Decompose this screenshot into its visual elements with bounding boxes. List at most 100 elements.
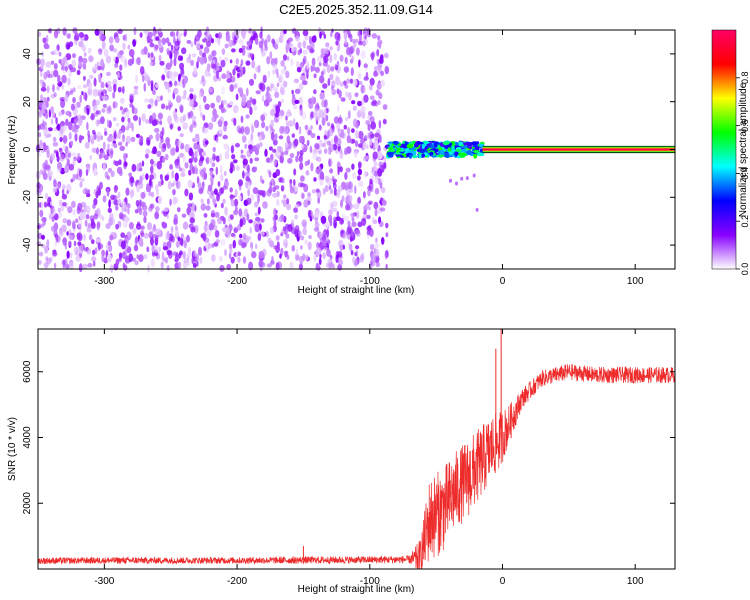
heatmap-cell — [421, 153, 426, 158]
heatmap-cell — [45, 61, 52, 68]
heatmap-cell — [179, 133, 184, 138]
heatmap-cell — [211, 254, 216, 262]
heatmap-cell — [68, 240, 72, 247]
heatmap-cell — [132, 115, 139, 121]
heatmap-cell — [381, 238, 385, 243]
heatmap-cell — [312, 152, 318, 160]
heatmap-cell — [343, 31, 348, 40]
heatmap-cell — [294, 214, 298, 220]
heatmap-cell — [223, 120, 228, 126]
heatmap-cell — [349, 33, 353, 43]
heatmap-cell — [189, 93, 194, 100]
heatmap-cell — [64, 94, 69, 103]
heatmap-cell — [190, 227, 196, 233]
heatmap-cell — [317, 55, 322, 64]
heatmap-cell — [374, 140, 379, 149]
heatmap-cell — [97, 243, 104, 250]
heatmap-cell — [93, 198, 98, 206]
heatmap-cell — [475, 146, 480, 151]
heatmap-cell — [177, 126, 181, 132]
x-tick-label: 0 — [500, 276, 506, 287]
heatmap-cell — [298, 230, 302, 238]
heatmap-cell — [64, 146, 69, 154]
heatmap-cell — [179, 116, 185, 124]
heatmap-cell — [53, 262, 57, 269]
heatmap-cell — [386, 151, 394, 156]
heatmap-cell — [196, 60, 199, 69]
heatmap-cell — [88, 55, 94, 63]
heatmap-cell — [208, 87, 213, 93]
spectrogram-heatmap — [35, 26, 675, 273]
heatmap-cell — [143, 82, 147, 92]
heatmap-cell — [61, 74, 67, 84]
heatmap-cell — [378, 120, 382, 129]
heatmap-cell — [114, 185, 119, 191]
heatmap-cell — [174, 51, 180, 56]
heatmap-cell — [180, 142, 185, 150]
heatmap-cell — [161, 222, 168, 229]
x-tick-label: 0 — [500, 576, 506, 587]
heatmap-cell — [52, 136, 57, 142]
heatmap-cell — [302, 80, 308, 86]
heatmap-cell — [117, 51, 123, 59]
heatmap-cell — [138, 254, 144, 263]
heatmap-cell — [293, 78, 300, 84]
heatmap-cell — [305, 170, 310, 176]
heatmap-cell — [87, 263, 93, 268]
heatmap-cell — [466, 150, 473, 155]
heatmap-cell — [368, 200, 373, 205]
heatmap-cell — [164, 81, 170, 90]
heatmap-cell — [350, 67, 354, 77]
heatmap-cell — [184, 162, 189, 169]
heatmap-cell — [324, 185, 329, 192]
heatmap-cell — [321, 239, 327, 247]
heatmap-cell — [170, 123, 173, 130]
heatmap-cell — [357, 100, 363, 107]
heatmap-cell — [452, 148, 456, 152]
heatmap-cell — [246, 235, 252, 241]
heatmap-cell — [189, 125, 193, 132]
heatmap-cell — [300, 175, 305, 182]
heatmap-cell — [198, 91, 202, 99]
heatmap-cell — [323, 139, 328, 144]
heatmap-cell — [290, 45, 295, 53]
heatmap-cell — [79, 181, 83, 188]
heatmap-cell — [333, 135, 339, 143]
heatmap-cell — [299, 135, 304, 144]
heatmap-cell — [461, 145, 469, 149]
heatmap-cell — [115, 205, 119, 211]
heatmap-cell — [165, 105, 169, 110]
heatmap-cell — [150, 191, 155, 198]
heatmap-cell — [139, 135, 144, 144]
heatmap-cell — [58, 211, 62, 219]
heatmap-cell — [94, 247, 98, 255]
heatmap-cell — [404, 147, 410, 152]
heatmap-cell — [145, 148, 151, 155]
heatmap-cell — [181, 95, 187, 100]
heatmap-cell — [375, 261, 381, 268]
heatmap-cell — [249, 106, 253, 116]
heatmap-cell — [193, 121, 197, 126]
heatmap-cell — [103, 48, 109, 57]
heatmap-cell — [95, 238, 101, 243]
heatmap-cell — [293, 179, 296, 186]
heatmap-cell — [340, 229, 345, 234]
heatmap-cell — [329, 46, 333, 51]
heatmap-cell — [172, 188, 176, 196]
heatmap-cell — [294, 99, 300, 104]
heatmap-cell — [149, 60, 153, 67]
heatmap-cell — [183, 240, 187, 249]
heatmap-cell — [50, 60, 55, 65]
heatmap-cell — [159, 60, 165, 66]
heatmap-cell — [174, 80, 178, 87]
heatmap-cell — [159, 174, 163, 179]
heatmap-cell — [340, 199, 343, 208]
heatmap-cell — [351, 128, 355, 134]
heatmap-cell — [140, 225, 145, 230]
heatmap-cell — [477, 152, 482, 157]
heatmap-cell — [175, 95, 182, 104]
heatmap-cell — [93, 111, 99, 117]
heatmap-cell — [217, 216, 223, 225]
heatmap-cell — [344, 171, 348, 180]
heatmap-cell — [319, 139, 323, 147]
